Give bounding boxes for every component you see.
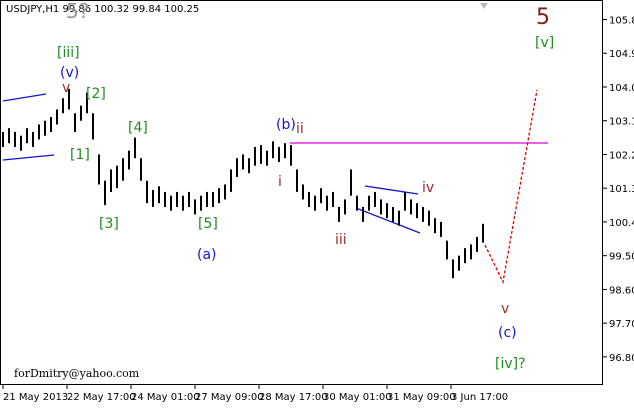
y-tick-label: 98.60 (609, 285, 634, 296)
wave-label: [3] (99, 216, 119, 232)
wave-label: v (501, 301, 509, 317)
wave-label: (v) (60, 65, 79, 81)
y-tick-label: 97.70 (609, 319, 634, 330)
y-tick-label: 105.80 (609, 15, 634, 26)
wave-label: ii (296, 121, 304, 137)
y-tick-label: 103.10 (609, 117, 634, 128)
x-tick-label: 30 May 01:00 (323, 392, 392, 403)
wave-label: [iii] (57, 45, 80, 61)
wave-label: [v] (535, 35, 554, 51)
x-tick-label: 24 May 01:00 (131, 392, 200, 403)
wave-label: i (278, 174, 282, 190)
triangle-line (355, 207, 421, 234)
wave-label: 5 (536, 5, 550, 30)
channel-line (2, 154, 55, 161)
x-tick-label: 22 May 17:00 (67, 392, 136, 403)
plot-frame (0, 0, 603, 385)
wave-label: 5? (66, 0, 89, 23)
projection-line (484, 89, 538, 285)
wave-label: (a) (197, 247, 217, 263)
wave-label: [2] (86, 86, 106, 102)
x-tick-label: 27 May 09:00 (195, 392, 264, 403)
watermark: forDmitry@yahoo.com (14, 367, 140, 380)
y-tick-label: 102.20 (609, 150, 634, 161)
wave-label: (c) (498, 325, 517, 341)
x-tick-label: 31 May 09:00 (387, 392, 456, 403)
y-tick-label: 96.80 (609, 353, 634, 364)
wave-label: iv (422, 180, 434, 196)
y-tick-label: 104.00 (609, 83, 634, 94)
chart-title: USDJPY,H1 99.86 100.32 99.84 100.25 (6, 4, 199, 15)
wave-label: [iv]? (495, 356, 526, 372)
y-tick-label: 99.50 (609, 252, 634, 263)
y-tick-label: 101.30 (609, 184, 634, 195)
wave-label: [1] (70, 147, 90, 163)
y-tick-label: 104.90 (609, 49, 634, 60)
wave-label: [5] (198, 216, 218, 232)
wave-label: [4] (128, 120, 148, 136)
channel-line (2, 93, 47, 102)
triangle-line (364, 185, 419, 195)
y-tick-label: 100.40 (609, 218, 634, 229)
wave-label: (b) (276, 117, 296, 133)
wave-label: iii (335, 232, 347, 248)
x-tick-label: 28 May 17:00 (259, 392, 328, 403)
wave-label: v (62, 80, 70, 96)
x-tick-label: 21 May 2013 (3, 392, 68, 403)
shift-marker (480, 3, 488, 9)
x-tick-label: 3 Jun 17:00 (451, 392, 508, 403)
